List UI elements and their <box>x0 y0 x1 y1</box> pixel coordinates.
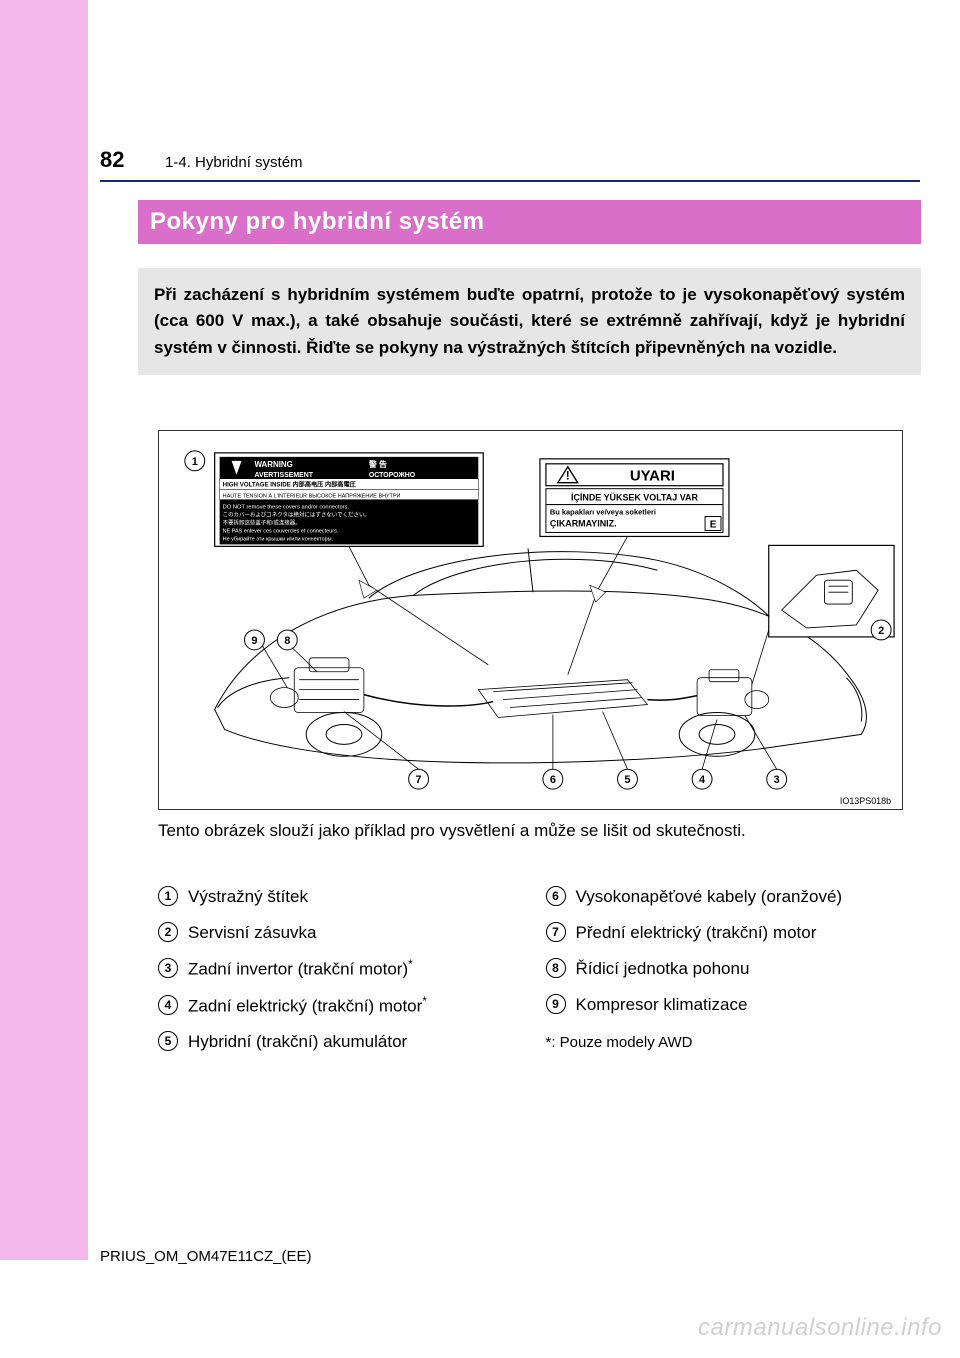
svg-text:このカバーおよびコネクタは絶対にはずさないでください。: このカバーおよびコネクタは絶対にはずさないでください。 <box>223 511 370 519</box>
legend-item: 6 Vysokonapěťové kabely (oranžové) <box>546 880 904 914</box>
legend-number: 9 <box>546 994 566 1014</box>
legend-item: 4 Zadní elektrický (trakční) motor* <box>158 989 516 1024</box>
legend-number: 6 <box>546 886 566 906</box>
legend-col-right: 6 Vysokonapěťové kabely (oranžové) 7 Přední… <box>546 880 904 1061</box>
legend: 1 Výstražný štítek 2 Servisní zásuvka 3 Zadní… <box>158 880 903 1061</box>
legend-text: Přední elektrický (trakční) motor <box>576 916 904 950</box>
breadcrumb: 1-4. Hybridní systém <box>165 154 303 171</box>
legend-col-left: 1 Výstražný štítek 2 Servisní zásuvka 3 Zadní… <box>158 880 516 1061</box>
legend-footnote: *: Pouze modely AWD <box>546 1028 904 1058</box>
header-divider <box>100 180 920 182</box>
svg-text:9: 9 <box>251 635 257 647</box>
legend-text: Vysokonapěťové kabely (oranžové) <box>576 880 904 914</box>
svg-text:DO NOT remove these covers and: DO NOT remove these covers and/or connec… <box>223 505 350 511</box>
legend-text: Výstražný štítek <box>188 880 516 914</box>
svg-text:3: 3 <box>774 774 780 786</box>
legend-item: 7 Přední elektrický (trakční) motor <box>546 916 904 950</box>
svg-text:ОСТОРОЖНО: ОСТОРОЖНО <box>369 472 416 479</box>
svg-text:不要拆卸这些盖子和/或连接器。: 不要拆卸这些盖子和/或连接器。 <box>223 519 301 527</box>
sidebar-tab <box>0 0 88 1260</box>
svg-text:Bu kapakları ve/veya soketleri: Bu kapakları ve/veya soketleri <box>550 508 656 517</box>
inset-service-plug: 2 <box>752 545 894 684</box>
page-number: 82 <box>100 147 124 173</box>
legend-number: 1 <box>158 886 178 906</box>
legend-item: 9 Kompresor klimatizace <box>546 988 904 1022</box>
svg-text:7: 7 <box>416 774 422 786</box>
svg-text:1: 1 <box>192 456 198 468</box>
svg-text:6: 6 <box>550 774 556 786</box>
svg-text:HIGH VOLTAGE INSIDE 内部高电压: HIGH VOLTAGE INSIDE 内部高电压 内部高電圧 <box>223 481 356 489</box>
svg-text:4: 4 <box>699 774 706 786</box>
legend-item: 5 Hybridní (trakční) akumulátor <box>158 1025 516 1059</box>
legend-number: 8 <box>546 958 566 978</box>
legend-number: 3 <box>158 958 178 978</box>
svg-text:ÇIKARMAYINIZ.: ÇIKARMAYINIZ. <box>550 518 617 528</box>
svg-text:WARNING: WARNING <box>254 460 292 469</box>
legend-number: 4 <box>158 995 178 1015</box>
legend-number: 2 <box>158 922 178 942</box>
legend-item: 1 Výstražný štítek <box>158 880 516 914</box>
svg-text:2: 2 <box>878 625 884 637</box>
diagram-figure: 2 WARNING 警 告 AVERTISSEMENT ОСТОРОЖНО HI… <box>158 430 903 810</box>
svg-text:İÇİNDE YÜKSEK VOLTAJ VAR: İÇİNDE YÜKSEK VOLTAJ VAR <box>571 493 699 503</box>
svg-text:E: E <box>710 519 717 530</box>
svg-text:HAUTE TENSION À L'INTÉRIEUR: HAUTE TENSION À L'INTÉRIEUR ВЫСОКОЕ НАПР… <box>223 493 401 500</box>
watermark: carmanualsonline.info <box>698 1314 942 1342</box>
intro-box: Při zacházení s hybridním systémem buďte… <box>138 268 921 375</box>
legend-number: 7 <box>546 922 566 942</box>
legend-text: Servisní zásuvka <box>188 916 516 950</box>
heading-text: Pokyny pro hybridní systém <box>150 208 484 236</box>
figure-code: IO13PS018b <box>840 796 891 806</box>
legend-text: Kompresor klimatizace <box>576 988 904 1022</box>
svg-text:!: ! <box>566 469 570 483</box>
intro-text: Při zacházení s hybridním systémem buďte… <box>154 282 905 361</box>
legend-text: Zadní invertor (trakční motor)* <box>188 952 516 987</box>
svg-text:5: 5 <box>624 774 630 786</box>
svg-text:AVERTISSEMENT: AVERTISSEMENT <box>254 472 313 479</box>
legend-number: 5 <box>158 1031 178 1051</box>
doc-code: PRIUS_OM_OM47E11CZ_(EE) <box>100 1248 311 1265</box>
legend-item: 3 Zadní invertor (trakční motor)* <box>158 952 516 987</box>
heading-bar: Pokyny pro hybridní systém <box>138 200 921 244</box>
svg-text:警 告: 警 告 <box>369 459 387 469</box>
legend-item: 8 Řídicí jednotka pohonu <box>546 952 904 986</box>
svg-text:NE PAS enlever ces couvercles: NE PAS enlever ces couvercles et connect… <box>223 528 339 534</box>
legend-text: Zadní elektrický (trakční) motor* <box>188 989 516 1024</box>
legend-text: Hybridní (trakční) akumulátor <box>188 1025 516 1059</box>
svg-text:Не убирайте эти крышки и/или к: Не убирайте эти крышки и/или коннекторы. <box>223 535 334 542</box>
svg-text:8: 8 <box>284 635 290 647</box>
svg-text:UYARI: UYARI <box>630 468 675 485</box>
legend-text: Řídicí jednotka pohonu <box>576 952 904 986</box>
uyari-label: ! UYARI İÇİNDE YÜKSEK VOLTAJ VAR Bu kapa… <box>540 459 729 675</box>
figure-caption: Tento obrázek slouží jako příklad pro vy… <box>158 818 903 844</box>
legend-item: 2 Servisní zásuvka <box>158 916 516 950</box>
